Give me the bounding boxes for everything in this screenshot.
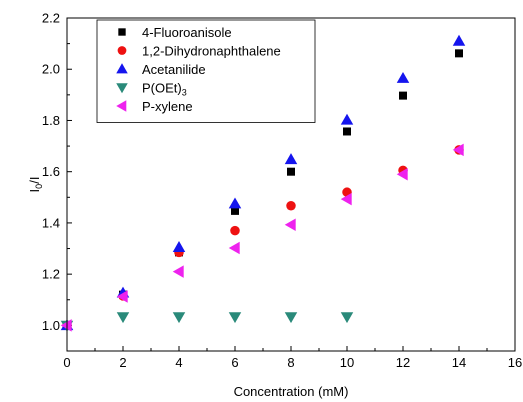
data-point (340, 113, 354, 125)
legend-marker (118, 28, 126, 36)
legend-label-subscript: 3 (182, 88, 187, 98)
data-point (284, 312, 298, 324)
y-axis-title-main: I (27, 189, 42, 193)
data-point (230, 225, 240, 236)
y-axis-title-tail: /I (27, 177, 42, 184)
y-tick-label: 1.4 (42, 215, 60, 230)
legend-label-text: Acetanilide (142, 62, 206, 77)
legend-label: P(OEt)3 (142, 81, 187, 98)
y-tick-label: 1.2 (42, 267, 60, 282)
data-points (60, 34, 466, 332)
data-point (452, 143, 464, 157)
x-tick-label: 14 (452, 355, 466, 370)
y-tick-labels: 1.0 1.2 1.4 1.6 1.8 2.0 2.2 (42, 11, 60, 333)
data-point (284, 153, 298, 165)
legend-label: 1,2-Dihydronaphthalene (142, 44, 281, 59)
legend-item: Acetanilide (116, 62, 206, 77)
x-tick-label: 0 (63, 355, 70, 370)
data-point (399, 91, 407, 100)
data-point (396, 71, 410, 83)
legend-label-text: 1,2-Dihydronaphthalene (142, 44, 281, 59)
data-point (396, 168, 408, 181)
data-point (116, 290, 128, 303)
legend: 4-Fluoroanisole 1,2-Dihydronaphthalene Ace… (96, 19, 316, 123)
data-point (287, 167, 295, 176)
x-tick-label: 4 (175, 355, 182, 370)
legend-marker (117, 46, 127, 55)
legend-item: 1,2-Dihydronaphthalene (117, 44, 281, 59)
data-point (172, 312, 186, 324)
legend-marker (116, 83, 128, 94)
legend-item: P-xylene (116, 99, 193, 114)
legend-label: Acetanilide (142, 62, 206, 77)
data-point (172, 241, 186, 252)
data-point (455, 49, 463, 58)
legend-label-text: P-xylene (142, 99, 193, 114)
legend-box (96, 19, 316, 123)
y-axis-title: I0/I (27, 177, 44, 193)
legend-marker (116, 63, 128, 74)
x-tick-label: 12 (396, 355, 410, 370)
legend-label: P-xylene (142, 99, 193, 114)
data-point (286, 201, 296, 211)
data-point (228, 312, 242, 324)
data-point (340, 312, 354, 324)
legend-label: 4-Fluoroanisole (142, 25, 232, 40)
data-point (452, 34, 466, 46)
legend-item: P(OEt)3 (116, 81, 187, 98)
x-tick-label: 6 (231, 355, 238, 370)
data-point (228, 197, 242, 209)
data-point (231, 206, 239, 215)
data-point (172, 265, 184, 278)
legend-label-text: P(OEt) (142, 81, 182, 96)
series-3 (60, 312, 354, 332)
data-point (340, 192, 352, 206)
series-4 (60, 143, 464, 332)
x-tick-label: 10 (340, 355, 354, 370)
y-tick-label: 1.6 (42, 164, 60, 179)
x-tick-label: 16 (508, 355, 522, 370)
x-tick-label: 8 (287, 355, 294, 370)
y-tick-label: 1.8 (42, 113, 60, 128)
y-tick-label: 2.2 (42, 11, 60, 26)
x-axis-title: Concentration (mM) (234, 384, 349, 399)
legend-marker (116, 100, 127, 112)
y-tick-label: 1.0 (42, 318, 60, 333)
data-point (116, 312, 130, 324)
x-tick-label: 2 (119, 355, 126, 370)
legend-label-text: 4-Fluoroanisole (142, 25, 232, 40)
y-tick-label: 2.0 (42, 62, 60, 77)
legend-item: 4-Fluoroanisole (118, 25, 232, 40)
x-tick-labels: 0 2 4 6 8 10 12 14 16 (63, 355, 522, 370)
data-point (60, 319, 72, 332)
y-axis-title-subscript: 0 (34, 184, 44, 189)
data-point (284, 218, 296, 231)
plot-frame (66, 17, 516, 352)
data-point (228, 241, 240, 255)
data-point (343, 127, 351, 136)
